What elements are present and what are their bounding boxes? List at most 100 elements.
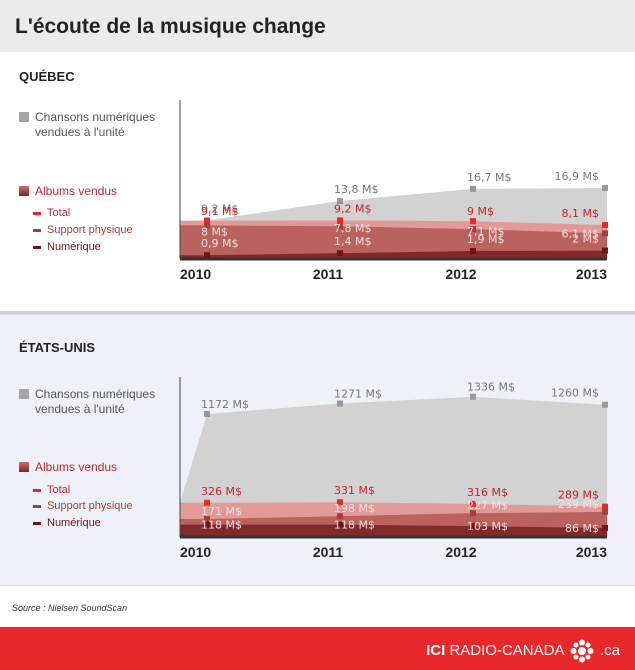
label-digital-2011: 1,4 M$ xyxy=(334,235,371,248)
marker-digital-2013 xyxy=(602,247,608,254)
marker-physical-2013 xyxy=(602,508,608,515)
x-tick-label-2012: 2012 xyxy=(445,266,476,282)
label-physical-2011: 198 M$ xyxy=(334,502,375,515)
label-digital-2012: 1,9 M$ xyxy=(467,233,504,246)
legend-digital-songs-label: Chansons numériques vendues à l'unité xyxy=(35,110,156,139)
label-digital-2013: 86 M$ xyxy=(565,522,599,535)
area-digital xyxy=(180,250,607,259)
marker-digital-songs-2011 xyxy=(337,198,343,205)
label-total-2012: 316 M$ xyxy=(467,486,508,499)
marker-physical-2012 xyxy=(470,226,476,233)
label-digital-2011: 118 M$ xyxy=(334,519,375,532)
legend-swatch-red xyxy=(19,186,29,196)
label-digital-2012: 103 M$ xyxy=(467,520,508,533)
marker-total-2012 xyxy=(470,500,476,507)
marker-physical-2012 xyxy=(470,510,476,517)
legend-digital: Numérique xyxy=(33,241,101,253)
legend-swatch-gray xyxy=(19,112,29,122)
legend-total-label-us: Total xyxy=(47,484,71,496)
marker-physical-2010 xyxy=(204,516,210,523)
legend-albums-label: Albums vendus xyxy=(35,184,118,198)
legend-physical-us: Support physique xyxy=(33,500,133,512)
legend-total: Total xyxy=(33,207,70,219)
brand-logo[interactable]: ICI RADIO-CANADA .ca xyxy=(426,639,620,663)
marker-digital-2011 xyxy=(337,521,343,528)
brand-name: RADIO-CANADA xyxy=(449,641,564,659)
label-digital-songs-2013: 16,9 M$ xyxy=(555,170,599,183)
marker-digital-songs-2011 xyxy=(337,400,343,407)
marker-total-2013 xyxy=(602,503,608,510)
brand-ici: ICI xyxy=(426,641,446,659)
region-title-us: ÉTATS-UNIS xyxy=(19,340,96,355)
marker-physical-2010 xyxy=(204,222,210,229)
legend-digital-dash-us xyxy=(33,521,41,525)
footer-bar: ICI RADIO-CANADA .ca xyxy=(0,627,635,670)
legend-swatch-gray-us xyxy=(19,389,29,399)
x-tick-label-2013: 2013 xyxy=(576,544,607,560)
chart-quebec: 2010 2011 2012 2013 9,2 M$ 13,8 M$ 16,7 M$ 16,9… xyxy=(179,100,608,282)
marker-total-2013 xyxy=(602,221,608,228)
panel-quebec: QUÉBEC Chansons numériques vendues à l'u… xyxy=(0,52,635,314)
marker-digital-songs-2012 xyxy=(470,393,476,400)
source-note: Source : Nielsen SoundScan xyxy=(12,603,128,613)
label-physical-2013: 239 M$ xyxy=(558,498,599,511)
panel-separator xyxy=(0,311,635,314)
marker-digital-2012 xyxy=(470,248,476,255)
legend-physical-label: Support physique xyxy=(47,224,133,236)
legend-physical: Support physique xyxy=(33,224,133,236)
chart-etats-unis: 2010 2011 2012 2013 1172 M$ 1271 M$ 1336 M$ 126… xyxy=(179,377,608,560)
legend-physical-label-us: Support physique xyxy=(47,500,133,512)
legend-digital-us: Numérique xyxy=(33,517,101,529)
label-physical-2013: 6,1 M$ xyxy=(562,227,599,240)
legend-digital-dash xyxy=(33,245,41,249)
marker-physical-2011 xyxy=(337,513,343,520)
legend-digital-label: Numérique xyxy=(47,241,101,253)
label-digital-songs-2010: 9,2 M$ xyxy=(201,202,238,215)
legend-total-us: Total xyxy=(33,484,70,496)
legend-total-dash xyxy=(33,211,41,215)
panel-etats-unis: ÉTATS-UNIS Chansons numériques vendues à… xyxy=(0,314,635,586)
label-total-2010: 9,1 M$ xyxy=(201,205,238,218)
label-total-2011: 9,2 M$ xyxy=(334,202,371,215)
marker-physical-2011 xyxy=(337,223,343,230)
label-digital-2010: 0,9 M$ xyxy=(201,237,238,250)
marker-total-2010 xyxy=(204,499,210,506)
label-digital-songs-2010: 1172 M$ xyxy=(201,398,249,411)
x-tick-label-2013: 2013 xyxy=(576,266,607,282)
label-physical-2011: 7,8 M$ xyxy=(334,222,371,235)
legend-total-dash-us xyxy=(33,488,41,492)
marker-digital-songs-2012 xyxy=(470,185,476,192)
label-total-2011: 331 M$ xyxy=(334,484,375,497)
legend-swatch-red-us xyxy=(19,462,29,472)
label-digital-2010: 118 M$ xyxy=(201,519,242,532)
marker-digital-songs-2013 xyxy=(602,401,608,408)
x-tick-label-2010: 2010 xyxy=(180,544,211,560)
label-physical-2010: 171 M$ xyxy=(201,505,242,518)
x-tick-label-2010: 2010 xyxy=(180,266,211,282)
x-tick-label-2011: 2011 xyxy=(313,266,344,282)
label-physical-2012: 7,1 M$ xyxy=(467,225,504,238)
legend-digital-label-us: Numérique xyxy=(47,517,101,529)
marker-total-2011 xyxy=(337,217,343,224)
marker-digital-songs-2013 xyxy=(602,185,608,192)
region-title-quebec: QUÉBEC xyxy=(19,69,75,84)
label-digital-songs-2011: 13,8 M$ xyxy=(334,183,378,196)
area-digital-songs xyxy=(180,396,607,537)
label-total-2010: 326 M$ xyxy=(201,485,242,498)
title-bar: L'écoute de la musique change xyxy=(0,0,635,52)
label-digital-songs-2012: 1336 M$ xyxy=(467,381,515,394)
marker-total-2012 xyxy=(470,218,476,225)
label-total-2012: 9 M$ xyxy=(467,205,494,218)
marker-digital-2010 xyxy=(204,521,210,528)
brand-suffix: .ca xyxy=(599,641,620,659)
marker-digital-2012 xyxy=(470,523,476,530)
label-physical-2010: 8 M$ xyxy=(201,225,228,238)
marker-total-2010 xyxy=(204,217,210,224)
marker-total-2011 xyxy=(337,499,343,506)
legend-physical-dash xyxy=(33,228,41,232)
marker-physical-2013 xyxy=(602,230,608,237)
legend-physical-dash-us xyxy=(33,504,41,508)
marker-digital-songs-2010 xyxy=(204,410,210,417)
x-tick-label-2012: 2012 xyxy=(445,544,476,560)
label-digital-songs-2011: 1271 M$ xyxy=(334,388,382,401)
